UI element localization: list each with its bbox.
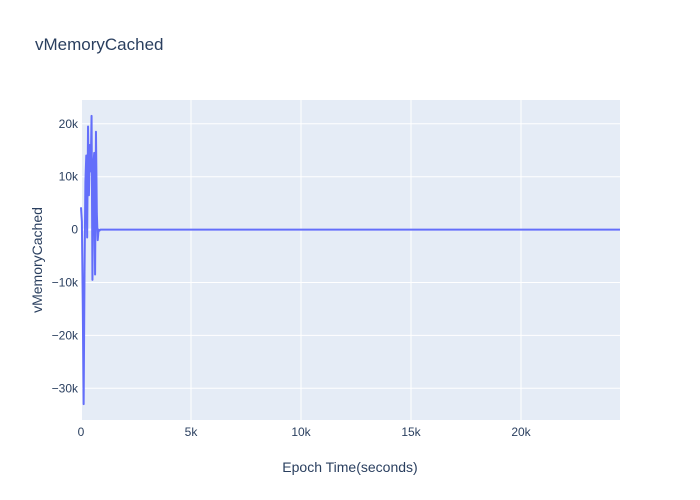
x-tick-label: 0 — [78, 425, 85, 439]
x-tick-label: 20k — [511, 425, 531, 439]
chart-title: vMemoryCached — [35, 35, 164, 54]
x-tick-labels: 0 5k 10k 15k 20k — [78, 425, 532, 439]
y-tick-label: −30k — [52, 381, 79, 395]
y-tick-label: 20k — [59, 117, 79, 131]
y-axis-title: vMemoryCached — [29, 207, 45, 313]
y-tick-labels: −30k −20k −10k 0 10k 20k — [52, 117, 79, 395]
plot-area — [81, 100, 620, 420]
y-tick-label: −10k — [52, 275, 79, 289]
series-line — [80, 114, 620, 406]
x-tick-label: 10k — [291, 425, 311, 439]
x-tick-label: 5k — [185, 425, 199, 439]
y-tick-label: −20k — [52, 328, 79, 342]
y-tick-label: 0 — [71, 223, 78, 237]
x-axis-title: Epoch Time(seconds) — [282, 459, 417, 475]
y-tick-label: 10k — [59, 170, 79, 184]
series-lines — [80, 114, 620, 406]
x-tick-label: 15k — [401, 425, 421, 439]
